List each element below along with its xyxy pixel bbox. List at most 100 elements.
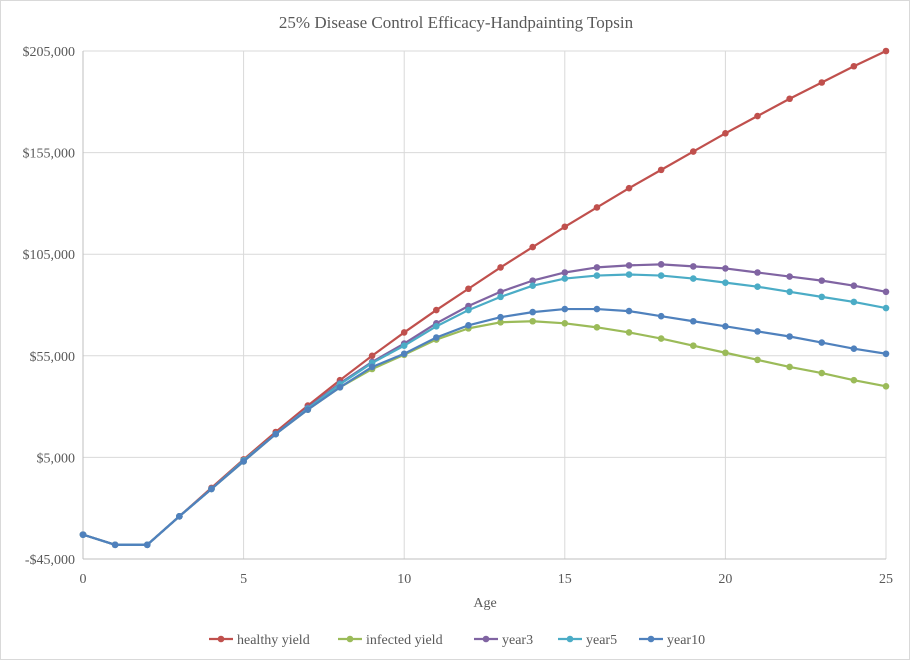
data-point (882, 350, 890, 358)
x-tick-label: 5 (240, 572, 247, 587)
data-point (433, 306, 440, 314)
y-tick-label: -$45,000 (25, 553, 75, 568)
data-point (143, 541, 151, 549)
data-point (818, 339, 826, 346)
legend-item: infected yield (338, 633, 443, 648)
data-point (497, 264, 504, 271)
legend-label: infected yield (366, 633, 443, 648)
data-point (529, 243, 536, 251)
data-point (850, 376, 858, 384)
y-tick-label: $55,000 (30, 350, 76, 365)
series-year10 (79, 305, 890, 549)
gridlines (82, 50, 887, 560)
data-point (754, 356, 761, 364)
series-group (79, 47, 890, 549)
data-point (786, 288, 793, 296)
legend-marker (566, 635, 574, 643)
data-point (882, 288, 890, 296)
legend-item: year10 (639, 633, 705, 648)
legend-item: year5 (558, 633, 617, 648)
y-tick-label: $155,000 (23, 147, 76, 162)
data-point (529, 317, 536, 325)
data-point (561, 269, 569, 276)
data-point (593, 272, 601, 279)
data-point (433, 334, 440, 341)
x-tick-label: 20 (718, 572, 732, 587)
legend-marker (482, 635, 490, 643)
data-point (882, 382, 890, 390)
series-line (82, 273, 887, 546)
data-point (529, 308, 536, 316)
data-point (722, 323, 729, 330)
data-point (561, 223, 569, 231)
data-point (625, 307, 633, 315)
data-point (754, 283, 761, 291)
data-point (497, 288, 504, 296)
data-point (593, 324, 601, 331)
data-point (818, 369, 826, 377)
data-point (400, 350, 408, 358)
data-point (657, 272, 665, 279)
data-point (722, 349, 729, 357)
data-point (689, 148, 697, 155)
series-line (82, 307, 887, 546)
series-line (82, 263, 887, 546)
series-year5 (79, 271, 890, 549)
data-point (561, 319, 569, 327)
data-point (818, 79, 826, 86)
data-point (786, 333, 793, 340)
data-point (722, 265, 729, 272)
x-tick-label: 15 (558, 572, 572, 587)
data-point (561, 305, 569, 313)
data-point (497, 293, 504, 301)
data-point (400, 342, 408, 349)
data-point (625, 262, 633, 269)
data-point (657, 335, 665, 342)
data-point (529, 282, 536, 289)
data-point (561, 275, 569, 282)
data-point (208, 485, 215, 493)
data-point (304, 406, 312, 413)
data-point (368, 352, 376, 360)
data-point (529, 277, 536, 284)
data-point (593, 264, 601, 271)
legend-item: year3 (474, 633, 533, 648)
data-point (368, 363, 376, 371)
legend-label: year10 (667, 633, 705, 648)
data-point (818, 293, 826, 301)
data-point (754, 112, 761, 120)
data-point (465, 285, 472, 293)
data-point (850, 345, 858, 352)
data-point (176, 513, 183, 520)
x-tick-label: 25 (879, 572, 893, 587)
data-point (850, 282, 858, 289)
data-point (593, 305, 601, 313)
y-tick-label: $5,000 (37, 451, 76, 466)
legend-marker (346, 635, 354, 643)
data-point (754, 328, 761, 335)
data-point (657, 312, 665, 320)
legend-label: year3 (502, 633, 533, 648)
chart-title: 25% Disease Control Efficacy-Handpaintin… (279, 13, 634, 32)
data-point (882, 304, 890, 312)
data-point (497, 313, 504, 321)
x-tick-label: 0 (80, 572, 87, 587)
legend: healthy yield infected yield year3 year5 yea… (209, 633, 705, 648)
data-point (625, 329, 633, 336)
data-point (433, 323, 440, 330)
data-point (882, 47, 890, 55)
y-tick-label: $205,000 (23, 45, 76, 60)
data-point (593, 204, 601, 211)
data-point (657, 166, 665, 174)
legend-label: healthy yield (237, 633, 310, 648)
data-point (240, 458, 247, 465)
data-point (336, 383, 344, 391)
data-point (689, 342, 697, 349)
x-tick-label: 10 (397, 572, 411, 587)
data-point (850, 298, 858, 306)
data-point (689, 263, 697, 270)
y-axis-ticks: -$45,000 $5,000 $55,000 $105,000 $155,000 $20… (23, 45, 76, 568)
series-line (82, 320, 887, 546)
data-point (850, 62, 858, 70)
